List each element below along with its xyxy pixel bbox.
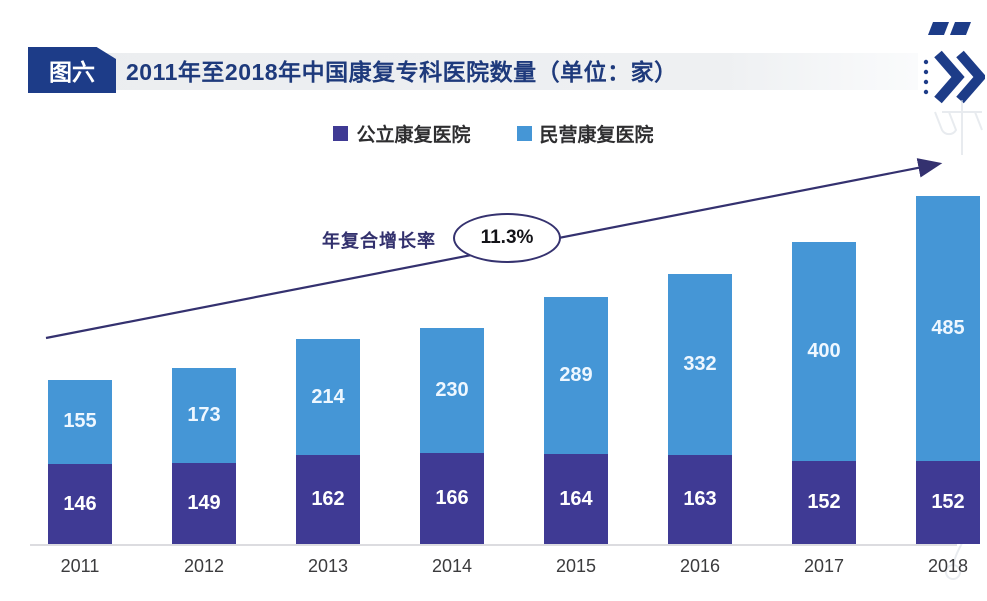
bar-value-public: 152 (807, 490, 841, 513)
legend-item-private: 民营康复医院 (516, 120, 654, 147)
bar-segment-public-2016: 163 (668, 454, 732, 544)
bar-segment-public-2014: 166 (420, 453, 484, 544)
chevron-decor-icon (923, 22, 985, 104)
bar-segment-public-2013: 162 (296, 455, 360, 544)
figure-number-badge: 图六 (28, 47, 116, 93)
legend-item-public: 公立康复医院 (333, 120, 471, 147)
bar-segment-private-2018: 485 (916, 196, 980, 461)
bar-value-private: 173 (187, 403, 221, 426)
x-axis-line (30, 544, 957, 546)
title-bar (28, 53, 918, 90)
x-axis-label-2018: 2018 (927, 556, 969, 576)
bar-value-public: 152 (931, 490, 965, 513)
x-axis-label-2015: 2015 (555, 556, 597, 576)
bar-value-private: 214 (311, 385, 345, 408)
bar-segment-public-2017: 152 (792, 460, 856, 544)
x-axis-label-2013: 2013 (307, 556, 349, 576)
bar-segment-private-2017: 400 (792, 242, 856, 461)
bar-value-private: 400 (807, 340, 841, 363)
bar-segment-public-2018: 152 (916, 460, 980, 544)
bar-segment-public-2015: 164 (544, 454, 608, 544)
bar-segment-private-2011: 155 (48, 379, 112, 465)
bar-value-public: 162 (311, 488, 345, 511)
bar-value-public: 166 (435, 487, 469, 510)
bar-value-private: 332 (683, 352, 717, 375)
cagr-label: 年复合增长率 (322, 231, 436, 251)
bar-segment-public-2012: 149 (172, 462, 236, 544)
legend-label-private: 民营康复医院 (539, 125, 654, 146)
x-axis-label-2014: 2014 (431, 556, 473, 576)
bar-value-public: 149 (187, 491, 221, 514)
bar-value-public: 163 (683, 487, 717, 510)
bar-segment-private-2015: 289 (544, 296, 608, 455)
x-axis-label-2016: 2016 (679, 556, 721, 576)
bar-value-private: 485 (931, 316, 965, 339)
bar-value-private: 155 (63, 410, 97, 433)
x-axis-label-2011: 2011 (60, 556, 100, 576)
bar-segment-private-2014: 230 (420, 327, 484, 454)
cagr-value-bubble: 11.3% (453, 213, 561, 263)
legend-label-public: 公立康复医院 (356, 125, 471, 146)
legend-swatch-private-icon (516, 126, 532, 141)
bar-value-public: 146 (63, 492, 97, 515)
bar-segment-private-2013: 214 (296, 338, 360, 456)
bar-value-private: 230 (435, 378, 469, 401)
bar-segment-private-2012: 173 (172, 368, 236, 463)
x-axis-label-2017: 2017 (803, 556, 845, 576)
cagr-value: 11.3% (480, 227, 534, 248)
legend-swatch-public-icon (333, 126, 349, 141)
x-axis-label-2012: 2012 (183, 556, 225, 576)
figure-title: 2011年至2018年中国康复专科医院数量（单位：家） (126, 59, 678, 85)
legend: 公立康复医院 民营康复医院 (0, 120, 987, 147)
bar-value-private: 289 (559, 363, 593, 386)
bar-segment-private-2016: 332 (668, 273, 732, 455)
figure-number-label: 图六 (49, 59, 95, 85)
bar-value-public: 164 (559, 487, 593, 510)
bar-segment-public-2011: 146 (48, 464, 112, 544)
